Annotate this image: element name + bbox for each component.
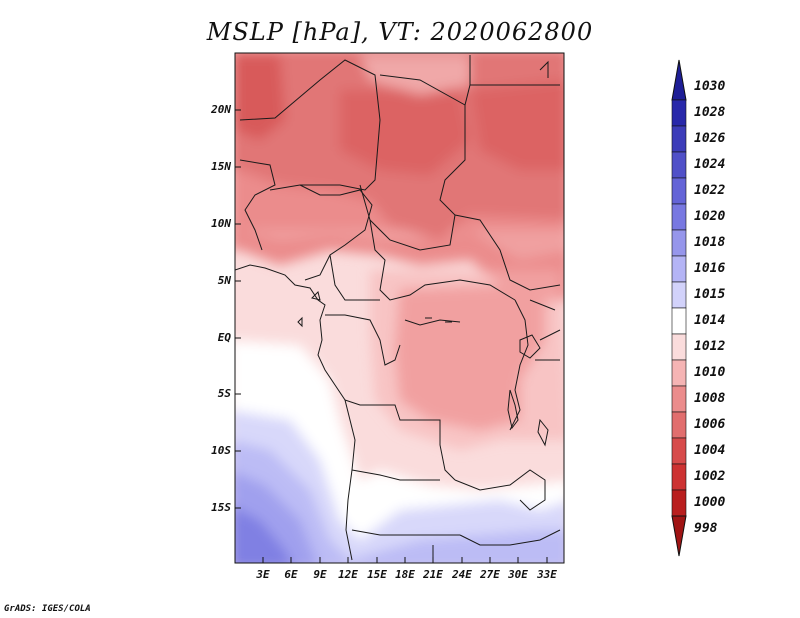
colorbar-segment [671, 255, 687, 283]
lon-label-27e: 27E [480, 568, 500, 581]
border-chad [359, 74, 466, 251]
colorbar-segment [671, 385, 687, 413]
lon-label-15e: 15E [367, 568, 387, 581]
lat-label-5s: 5S [217, 387, 231, 400]
contour-1005-sahara [340, 90, 470, 175]
contour-1016 [235, 441, 564, 563]
colorbar [671, 59, 687, 557]
lat-label-15n: 15N [211, 160, 231, 173]
colorbar-segment [671, 203, 687, 231]
colorbar-segment [671, 411, 687, 439]
border-east-congo [509, 299, 529, 431]
colorbar-segment [671, 463, 687, 491]
border-eastafrica [529, 299, 561, 361]
border-zambia [454, 469, 546, 511]
colorbar-segment [671, 229, 687, 257]
colorbar-label: 1000 [694, 495, 726, 510]
colorbar-segment [671, 177, 687, 205]
colorbar-segment [671, 489, 687, 517]
lon-label-33e: 33E [537, 568, 557, 581]
colorbar-cap-bottom [671, 515, 687, 557]
border-niger [239, 59, 381, 191]
colorbar-segment [671, 125, 687, 153]
border-westafrica [239, 159, 276, 251]
tick-marks [235, 109, 548, 563]
border-sudan-south [454, 214, 561, 291]
border-libya-sudan [464, 55, 560, 106]
lon-label-12e: 12E [338, 568, 358, 581]
pressure-field [235, 53, 564, 563]
contour-1009-streak [360, 55, 470, 95]
colorbar-label: 1006 [694, 417, 726, 432]
lake-malawi [537, 418, 549, 447]
colorbar-segment [671, 333, 687, 361]
lat-label-10s: 10S [211, 444, 231, 457]
lake-marks [425, 317, 452, 323]
lat-label-10n: 10N [211, 217, 231, 230]
colorbar-label: 1024 [694, 157, 726, 172]
border-angola [344, 399, 456, 481]
contour-1009-band [235, 230, 564, 260]
colorbar-label: 1012 [694, 339, 726, 354]
border-nigeria [299, 184, 373, 281]
contour-1020 [235, 507, 292, 563]
border-cameroon [329, 254, 380, 301]
lat-label-15s: 15S [211, 501, 231, 514]
colorbar-label: 1015 [694, 287, 726, 302]
islands [297, 291, 321, 328]
colorbar-label: 998 [694, 521, 718, 536]
colorbar-segment [671, 281, 687, 309]
lon-label-3e: 3E [256, 568, 270, 581]
colorbar-label: 1014 [694, 313, 726, 328]
colorbar-label: 1022 [694, 183, 726, 198]
lake-tanganyika [507, 389, 519, 430]
lon-label-21e: 21E [423, 568, 443, 581]
colorbar-label: 1002 [694, 469, 726, 484]
border-namibia [351, 469, 460, 536]
colorbar-segment [671, 99, 687, 127]
border-car [369, 219, 516, 301]
colorbar-label: 1020 [694, 209, 726, 224]
borders [235, 55, 561, 563]
grads-credit: GrADS: IGES/COLA [4, 604, 91, 614]
lat-label-5n: 5N [217, 274, 231, 287]
contour-1004-nw [235, 55, 285, 140]
lon-label-9e: 9E [313, 568, 327, 581]
map-frame [234, 52, 565, 564]
colorbar-segment [671, 307, 687, 335]
colorbar-label: 1004 [694, 443, 726, 458]
lon-label-6e: 6E [284, 568, 298, 581]
colorbar-segment [671, 437, 687, 465]
colorbar-label: 1010 [694, 365, 726, 380]
colorbar-segment [671, 151, 687, 179]
colorbar-label: 1026 [694, 131, 726, 146]
nile-delta [539, 60, 549, 78]
map-title: MSLP [hPa], VT: 2020062800 [206, 18, 594, 46]
lat-label-eq: EQ [217, 331, 231, 344]
colorbar-cap-top [671, 59, 687, 101]
lat-label-20n: 20N [211, 103, 231, 116]
contour-1005-sudan [470, 80, 564, 170]
colorbar-label: 1016 [694, 261, 726, 276]
border-congo-river [404, 319, 461, 326]
colorbar-label: 1018 [694, 235, 726, 250]
border-congo [325, 314, 401, 366]
lon-label-18e: 18E [395, 568, 415, 581]
colorbar-label: 1030 [694, 79, 726, 94]
colorbar-label: 1008 [694, 391, 726, 406]
coastline-atlantic [235, 264, 356, 561]
lon-label-24e: 24E [452, 568, 472, 581]
colorbar-segment [671, 359, 687, 387]
lake-victoria [519, 334, 541, 359]
colorbar-label: 1028 [694, 105, 726, 120]
lon-label-30e: 30E [508, 568, 528, 581]
